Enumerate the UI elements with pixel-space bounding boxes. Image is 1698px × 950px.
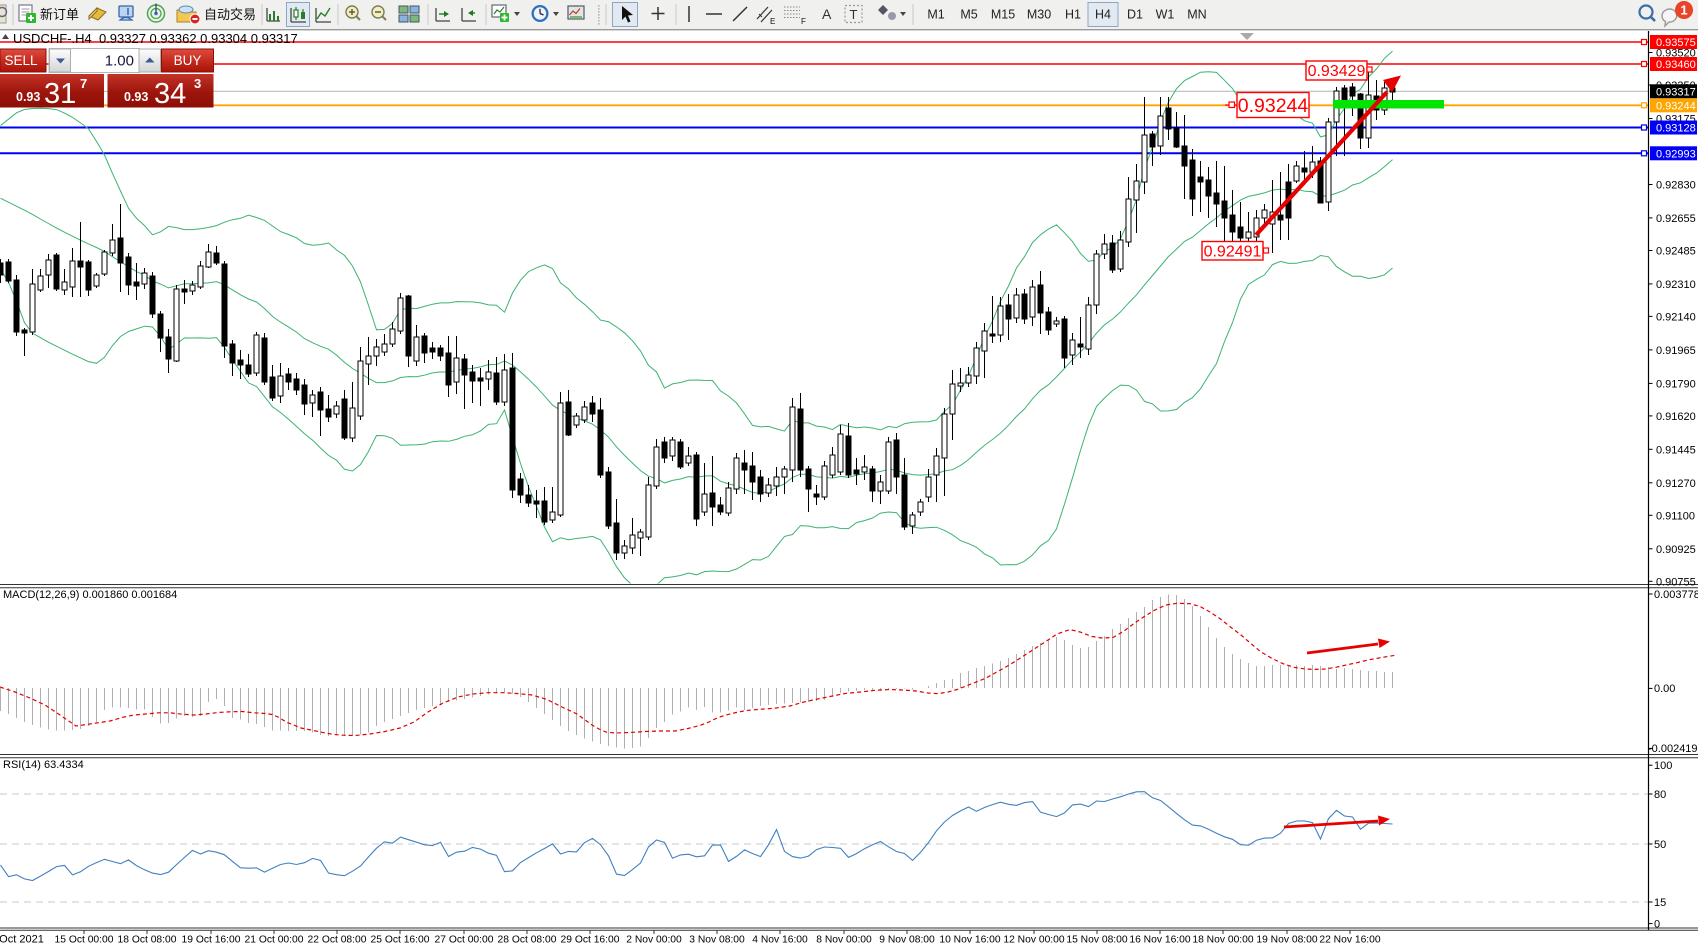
svg-text:0.93: 0.93 <box>16 90 40 104</box>
svg-text:16 Nov 16:00: 16 Nov 16:00 <box>1129 935 1191 946</box>
svg-text:0.93317: 0.93317 <box>1656 86 1696 98</box>
svg-text:0.93128: 0.93128 <box>1656 123 1696 135</box>
svg-text:19 Oct 16:00: 19 Oct 16:00 <box>182 935 241 946</box>
svg-text:100: 100 <box>1654 760 1672 772</box>
svg-text:0.92993: 0.92993 <box>1656 148 1696 160</box>
svg-text:0.90755: 0.90755 <box>1656 576 1696 588</box>
svg-text:0.93244: 0.93244 <box>1238 95 1309 117</box>
svg-text:E: E <box>770 17 775 26</box>
svg-text:0.003778: 0.003778 <box>1654 589 1698 601</box>
svg-text:0.91270: 0.91270 <box>1656 478 1696 490</box>
svg-text:-0.002419: -0.002419 <box>1648 743 1698 755</box>
svg-text:新订单: 新订单 <box>40 7 79 22</box>
svg-text:25 Oct 16:00: 25 Oct 16:00 <box>371 935 430 946</box>
svg-text:0.91100: 0.91100 <box>1656 510 1695 522</box>
svg-text:BUY: BUY <box>174 53 202 68</box>
svg-text:H1: H1 <box>1065 8 1081 22</box>
svg-text:3 Nov 08:00: 3 Nov 08:00 <box>689 935 745 946</box>
svg-text:27 Oct 00:00: 27 Oct 00:00 <box>435 935 494 946</box>
svg-text:12 Nov 00:00: 12 Nov 00:00 <box>1003 935 1065 946</box>
svg-text:8 Nov 00:00: 8 Nov 00:00 <box>816 935 872 946</box>
svg-text:7: 7 <box>80 76 87 91</box>
svg-text:D1: D1 <box>1127 8 1143 22</box>
svg-text:USDCHF-.H4 0.93327 0.93362 0.: USDCHF-.H4 0.93327 0.93362 0.93304 0.933… <box>13 31 298 46</box>
svg-text:0: 0 <box>1654 919 1660 931</box>
svg-text:4 Nov 16:00: 4 Nov 16:00 <box>752 935 808 946</box>
svg-text:0.90925: 0.90925 <box>1656 544 1696 556</box>
svg-text:1: 1 <box>1680 3 1687 18</box>
svg-text:MN: MN <box>1187 8 1206 22</box>
svg-text:0.91445: 0.91445 <box>1656 444 1696 456</box>
svg-text:W1: W1 <box>1156 8 1175 22</box>
svg-text:50: 50 <box>1654 839 1666 851</box>
svg-text:0.00: 0.00 <box>1654 683 1675 695</box>
svg-text:15 Oct 00:00: 15 Oct 00:00 <box>55 935 114 946</box>
svg-text:MACD(12,26,9) 0.001860 0.00168: MACD(12,26,9) 0.001860 0.001684 <box>3 589 177 601</box>
svg-text:0.92140: 0.92140 <box>1656 311 1696 323</box>
svg-text:3: 3 <box>194 76 201 91</box>
svg-text:34: 34 <box>154 78 186 110</box>
svg-text:0.93460: 0.93460 <box>1656 59 1696 71</box>
svg-text:H4: H4 <box>1095 8 1111 22</box>
svg-text:F: F <box>801 17 806 26</box>
svg-text:0.92830: 0.92830 <box>1656 180 1696 192</box>
svg-text:0.93575: 0.93575 <box>1656 37 1696 49</box>
svg-text:0.93429: 0.93429 <box>1308 63 1366 80</box>
svg-text:RSI(14) 63.4334: RSI(14) 63.4334 <box>3 759 84 771</box>
svg-text:0.92655: 0.92655 <box>1656 213 1696 225</box>
svg-text:0.92491: 0.92491 <box>1204 243 1262 260</box>
svg-text:15: 15 <box>1654 897 1666 909</box>
svg-text:29 Oct 16:00: 29 Oct 16:00 <box>561 935 620 946</box>
svg-text:15 Nov 08:00: 15 Nov 08:00 <box>1066 935 1128 946</box>
svg-text:9 Nov 08:00: 9 Nov 08:00 <box>879 935 935 946</box>
svg-text:0.92485: 0.92485 <box>1656 246 1696 258</box>
svg-text:M5: M5 <box>960 8 977 22</box>
svg-text:0.93: 0.93 <box>124 90 148 104</box>
svg-text:21 Oct 00:00: 21 Oct 00:00 <box>245 935 304 946</box>
svg-text:22 Nov 16:00: 22 Nov 16:00 <box>1319 935 1381 946</box>
svg-text:M30: M30 <box>1027 8 1051 22</box>
svg-text:10 Nov 16:00: 10 Nov 16:00 <box>939 935 1001 946</box>
svg-text:1.00: 1.00 <box>105 53 134 70</box>
svg-text:T: T <box>850 7 858 22</box>
svg-text:A: A <box>822 6 832 22</box>
svg-text:0.91965: 0.91965 <box>1656 345 1696 357</box>
svg-text:自动交易: 自动交易 <box>204 7 256 22</box>
svg-text:SELL: SELL <box>4 53 38 68</box>
svg-text:0.93244: 0.93244 <box>1656 100 1696 112</box>
svg-text:M15: M15 <box>991 8 1015 22</box>
svg-text:0.93520: 0.93520 <box>1656 48 1696 60</box>
svg-text:0.91620: 0.91620 <box>1656 411 1696 423</box>
svg-text:22 Oct 08:00: 22 Oct 08:00 <box>308 935 367 946</box>
svg-text:28 Oct 08:00: 28 Oct 08:00 <box>498 935 557 946</box>
svg-text:M1: M1 <box>927 8 944 22</box>
svg-text:80: 80 <box>1654 789 1666 801</box>
svg-text:18 Oct 08:00: 18 Oct 08:00 <box>118 935 177 946</box>
svg-text:0.92310: 0.92310 <box>1656 279 1696 291</box>
svg-text:19 Nov 08:00: 19 Nov 08:00 <box>1256 935 1318 946</box>
svg-text:2 Nov 00:00: 2 Nov 00:00 <box>626 935 682 946</box>
svg-text:0.91790: 0.91790 <box>1656 378 1696 390</box>
svg-text:4 Oct 2021: 4 Oct 2021 <box>0 934 44 946</box>
svg-text:31: 31 <box>44 78 76 110</box>
svg-text:18 Nov 00:00: 18 Nov 00:00 <box>1192 935 1254 946</box>
